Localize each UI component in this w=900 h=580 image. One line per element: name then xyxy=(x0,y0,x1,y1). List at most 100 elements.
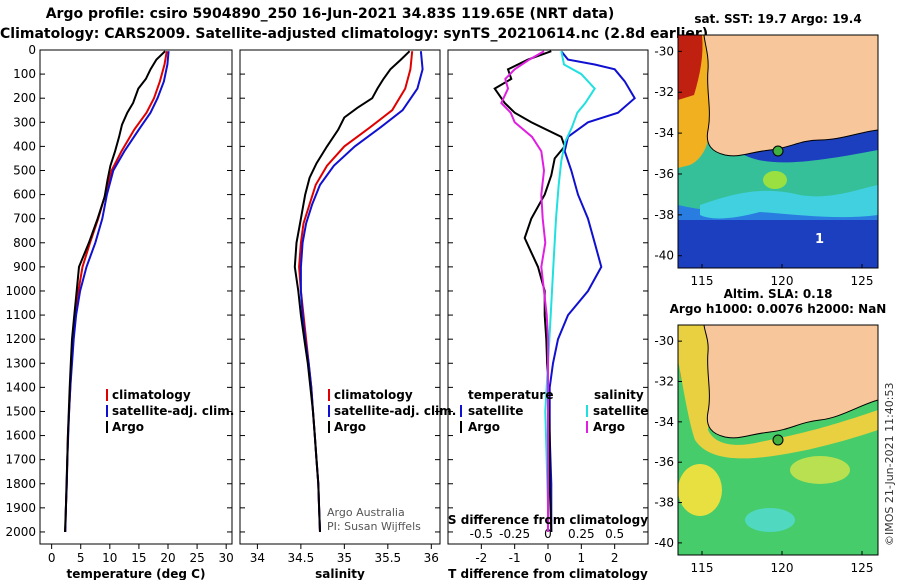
sst-cold-front xyxy=(700,185,878,219)
y-tick-label: 1400 xyxy=(5,380,36,394)
credit-argo-australia: Argo Australia xyxy=(327,506,405,519)
y-tick-label: 800 xyxy=(13,236,36,250)
map-x-tick-label: 115 xyxy=(691,274,714,288)
map-x-tick-label: 125 xyxy=(851,274,874,288)
map-y-tick-label: -38 xyxy=(654,496,674,510)
sst-annotation: 1 xyxy=(815,232,824,247)
difference-xlabel-bottom: T difference from climatology xyxy=(448,567,648,580)
series-line-argo xyxy=(64,50,166,533)
sst-map-frame xyxy=(677,34,879,269)
y-tick-label: 200 xyxy=(13,91,36,105)
y-tick-label: 600 xyxy=(13,188,36,202)
legend-label-satellite: satellite-adj. clim. xyxy=(112,404,234,418)
x-tick-label: 2 xyxy=(611,551,619,565)
x-tick-label: 0 xyxy=(48,551,56,565)
salinity-panel-frame xyxy=(239,49,441,545)
difference-legend: temperature salinity satellite Argo sate… xyxy=(460,388,648,434)
temperature-xlabel: temperature (deg C) xyxy=(67,567,206,580)
legend-title-salinity: salinity xyxy=(594,388,644,402)
y-tick-label: 700 xyxy=(13,212,36,226)
map-y-tick-label: -34 xyxy=(654,415,674,429)
map-y-tick-label: -40 xyxy=(654,536,674,550)
legend-label-climatology: climatology xyxy=(112,388,191,402)
salinity-xlabel: salinity xyxy=(315,567,365,580)
map-y-tick-label: -32 xyxy=(654,374,674,388)
sla-coastal-band xyxy=(678,325,878,459)
map-y-tick-label: -40 xyxy=(654,249,674,263)
sla-land xyxy=(703,325,878,439)
series-line-satellite-adj-clim- xyxy=(64,51,170,533)
sla-map-title-1: Altim. SLA: 0.18 xyxy=(724,287,833,301)
x-tick-label: 25 xyxy=(189,551,204,565)
map-x-tick-label: 125 xyxy=(851,561,874,575)
sla-map: Altim. SLA: 0.18 Argo h1000: 0.0076 h200… xyxy=(654,287,886,575)
x-tick-label: 36 xyxy=(424,551,439,565)
x-tick-label: 34 xyxy=(250,551,265,565)
x-tick-label: 1 xyxy=(578,551,586,565)
y-tick-label: 1500 xyxy=(5,404,36,418)
credit-pi: PI: Susan Wijffels xyxy=(327,520,421,533)
legend-label-climatology: climatology xyxy=(334,388,413,402)
sla-yellow-patch xyxy=(678,464,722,516)
legend-label-argo: Argo xyxy=(112,420,144,434)
y-tick-label: 1900 xyxy=(5,501,36,515)
sst-land xyxy=(703,35,878,157)
chart-title-line1: Argo profile: csiro 5904890_250 16-Jun-2… xyxy=(45,6,615,22)
sst-map-title: sat. SST: 19.7 Argo: 19.4 xyxy=(694,12,861,26)
x-top-tick-label: 0 xyxy=(544,527,552,541)
y-tick-label: 1000 xyxy=(5,284,36,298)
x-top-tick-label: -0.5 xyxy=(470,527,493,541)
series-line-t-satellite xyxy=(548,50,636,532)
temperature-panel-frame xyxy=(39,49,233,545)
x-top-tick-label: -0.25 xyxy=(499,527,530,541)
legend-label-t-argo: Argo xyxy=(468,420,500,434)
legend-title-temperature: temperature xyxy=(468,388,553,402)
sla-cyan-patch xyxy=(745,508,795,532)
imos-timestamp: ©IMOS 21-Jun-2021 11:40:53 xyxy=(883,382,896,546)
map-y-tick-label: -32 xyxy=(654,85,674,99)
sla-yellow-patch-2 xyxy=(790,456,850,484)
y-tick-label: 1600 xyxy=(5,429,36,443)
series-line-argo xyxy=(293,50,411,533)
x-tick-label: 35 xyxy=(337,551,352,565)
legend-label-s-satellite: satellite xyxy=(593,404,648,418)
y-tick-label: 300 xyxy=(13,115,36,129)
sla-map-title-2: Argo h1000: 0.0076 h2000: NaN xyxy=(670,302,887,316)
sst-map: sat. SST: 19.7 Argo: 19.4 1 115 120 125 -30… xyxy=(654,12,879,288)
x-tick-label: 35.5 xyxy=(374,551,401,565)
series-line-s-satellite xyxy=(544,51,596,532)
x-tick-label: 0 xyxy=(544,551,552,565)
x-tick-label: -2 xyxy=(475,551,487,565)
legend-label-argo: Argo xyxy=(334,420,366,434)
x-top-tick-label: 0.5 xyxy=(605,527,624,541)
sst-profile-marker xyxy=(772,145,784,157)
y-tick-label: 2000 xyxy=(5,525,36,539)
sla-map-frame xyxy=(677,324,879,556)
map-y-tick-label: -38 xyxy=(654,208,674,222)
sst-hot-core xyxy=(678,35,703,100)
map-y-tick-label: -30 xyxy=(654,44,674,58)
x-top-tick-label: 0.25 xyxy=(568,527,595,541)
y-tick-label: 1100 xyxy=(5,308,36,322)
x-tick-label: 34.5 xyxy=(288,551,315,565)
y-tick-label: 100 xyxy=(13,67,36,81)
y-tick-label: 0 xyxy=(28,43,36,57)
x-tick-label: 20 xyxy=(160,551,175,565)
y-tick-label: 400 xyxy=(13,139,36,153)
map-y-tick-label: -30 xyxy=(654,334,674,348)
legend-label-s-argo: Argo xyxy=(593,420,625,434)
y-tick-label: 1300 xyxy=(5,356,36,370)
sst-warm-eddy xyxy=(763,171,787,189)
series-line-t-argo xyxy=(493,50,566,533)
series-line-s-argo xyxy=(500,50,549,532)
y-tick-label: 1200 xyxy=(5,332,36,346)
y-tick-label: 500 xyxy=(13,163,36,177)
map-y-tick-label: -34 xyxy=(654,126,674,140)
y-tick-label: 900 xyxy=(13,260,36,274)
legend-label-satellite: satellite-adj. clim. xyxy=(334,404,456,418)
x-tick-label: 5 xyxy=(77,551,85,565)
x-tick-label: 15 xyxy=(131,551,146,565)
map-x-tick-label: 120 xyxy=(771,274,794,288)
x-tick-label: -1 xyxy=(509,551,521,565)
